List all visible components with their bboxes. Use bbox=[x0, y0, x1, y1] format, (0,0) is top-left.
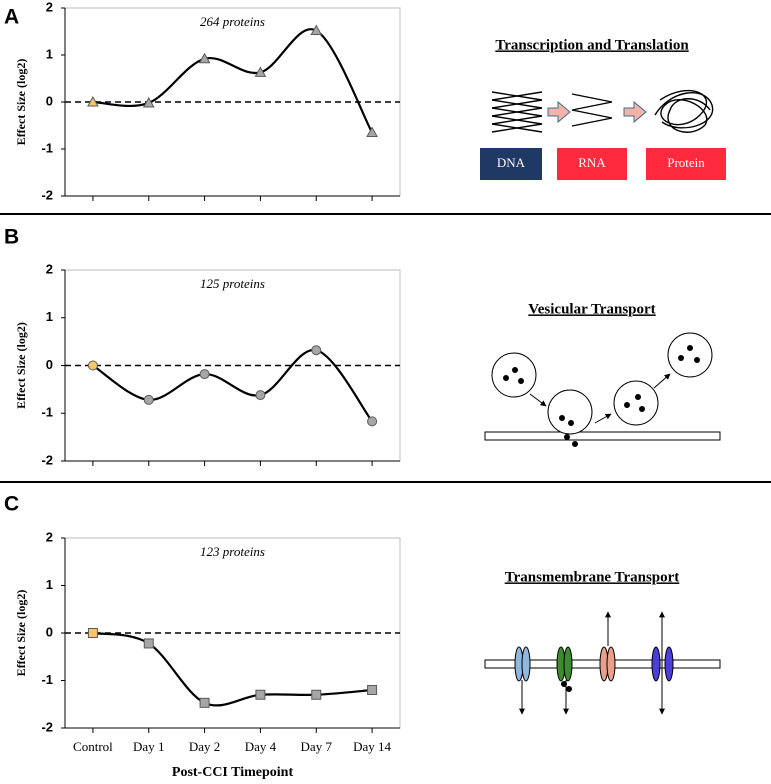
helix-icons bbox=[491, 89, 714, 133]
x-tick-label: Day 2 bbox=[189, 739, 220, 754]
line bbox=[92, 28, 374, 134]
box-label: RNA bbox=[578, 155, 606, 170]
panel-label: A bbox=[4, 6, 19, 29]
y-tick-label: 0 bbox=[46, 357, 53, 372]
y-tick-label: 1 bbox=[46, 309, 53, 324]
marker bbox=[311, 689, 322, 700]
line bbox=[92, 631, 373, 707]
y-tick-label: -1 bbox=[41, 405, 53, 420]
marker bbox=[87, 360, 98, 371]
marker bbox=[87, 628, 98, 638]
y-tick-label: -1 bbox=[41, 672, 53, 687]
y-tick-label: -2 bbox=[41, 452, 53, 467]
marker bbox=[255, 689, 266, 700]
diagram-title: Transmembrane Transport bbox=[505, 569, 680, 585]
y-tick-label: 2 bbox=[46, 529, 53, 544]
marker bbox=[87, 95, 99, 107]
marker bbox=[143, 638, 154, 649]
arrow bbox=[623, 100, 647, 124]
vesicle-icons bbox=[484, 332, 721, 447]
box bbox=[480, 148, 542, 180]
y-axis-title: Effect Size (log2) bbox=[14, 59, 28, 146]
marker bbox=[367, 416, 378, 427]
diagram-title: Transcription and Translation bbox=[495, 37, 689, 53]
line bbox=[92, 349, 373, 423]
y-tick-label: 0 bbox=[46, 624, 53, 639]
marker bbox=[199, 697, 210, 708]
panel-label: C bbox=[4, 493, 19, 516]
y-tick-label: -1 bbox=[41, 140, 53, 155]
x-axis-title: Post-CCI Timepoint bbox=[172, 765, 294, 780]
marker bbox=[367, 685, 378, 695]
transporter-icons bbox=[484, 611, 721, 715]
marker bbox=[366, 126, 378, 138]
marker bbox=[143, 394, 154, 405]
x-tick-label: Day 14 bbox=[353, 739, 391, 754]
marker bbox=[198, 52, 211, 64]
marker bbox=[311, 345, 322, 356]
y-axis-title: Effect Size (log2) bbox=[14, 590, 28, 677]
arrow bbox=[547, 100, 571, 124]
box-label: DNA bbox=[497, 155, 526, 170]
marker bbox=[254, 66, 267, 77]
y-tick-label: 0 bbox=[46, 93, 53, 108]
marker bbox=[310, 24, 323, 36]
marker bbox=[255, 390, 266, 401]
annotation: 125 proteins bbox=[200, 276, 265, 291]
y-tick-label: 2 bbox=[46, 0, 53, 14]
y-axis-title: Effect Size (log2) bbox=[14, 322, 28, 409]
x-tick-label: Day 4 bbox=[245, 739, 277, 754]
y-tick-label: 1 bbox=[46, 46, 53, 61]
annotation: 123 proteins bbox=[200, 544, 265, 559]
y-tick-label: 1 bbox=[46, 577, 53, 592]
y-tick-label: -2 bbox=[41, 719, 53, 734]
marker bbox=[199, 369, 210, 380]
x-tick-label: Control bbox=[73, 739, 113, 754]
box bbox=[646, 148, 726, 180]
annotation: 264 proteins bbox=[200, 14, 265, 29]
box-label: Protein bbox=[667, 155, 705, 170]
x-tick-label: Day 1 bbox=[133, 739, 164, 754]
box bbox=[557, 148, 627, 180]
x-tick-label: Day 7 bbox=[301, 739, 333, 754]
diagram-title: Vesicular Transport bbox=[528, 301, 655, 317]
panel-label: B bbox=[4, 226, 19, 249]
marker bbox=[142, 96, 155, 108]
y-tick-label: -2 bbox=[41, 187, 53, 202]
y-tick-label: 2 bbox=[46, 261, 53, 276]
